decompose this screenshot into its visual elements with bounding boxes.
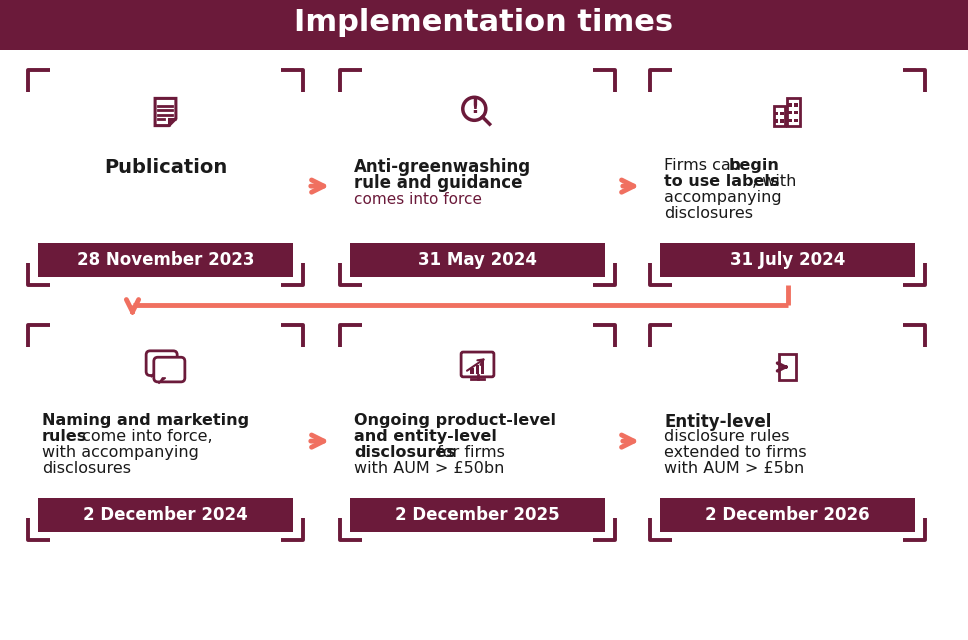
Bar: [660, 498, 915, 532]
Text: with accompanying: with accompanying: [42, 445, 198, 460]
FancyBboxPatch shape: [154, 357, 185, 382]
Text: accompanying: accompanying: [664, 190, 781, 205]
Text: rules: rules: [42, 429, 87, 444]
Bar: [780, 112, 784, 115]
Bar: [788, 111, 792, 115]
Text: begin: begin: [729, 158, 780, 173]
Text: 31 July 2024: 31 July 2024: [730, 251, 845, 269]
Bar: [660, 243, 915, 277]
Text: 28 November 2023: 28 November 2023: [76, 251, 255, 269]
Text: Anti-greenwashing: Anti-greenwashing: [354, 158, 531, 176]
Polygon shape: [151, 371, 158, 377]
Bar: [481, 362, 484, 374]
Bar: [470, 368, 473, 374]
Polygon shape: [159, 378, 166, 383]
Text: Naming and marketing: Naming and marketing: [42, 413, 249, 428]
Text: for firms: for firms: [432, 445, 505, 460]
FancyBboxPatch shape: [146, 351, 177, 376]
Text: Entity-level: Entity-level: [664, 413, 771, 431]
Bar: [38, 243, 293, 277]
Text: , with: , with: [752, 174, 797, 189]
Bar: [775, 112, 778, 115]
Bar: [38, 498, 293, 532]
Text: Firms can: Firms can: [664, 158, 746, 173]
Text: disclosure rules: disclosure rules: [664, 429, 790, 444]
Bar: [350, 243, 605, 277]
Text: disclosures: disclosures: [354, 445, 456, 460]
Text: Ongoing product-level: Ongoing product-level: [354, 413, 556, 428]
Text: come into force,: come into force,: [77, 429, 213, 444]
Text: to use labels: to use labels: [664, 174, 779, 189]
Bar: [788, 118, 792, 122]
Bar: [795, 111, 798, 115]
Bar: [787, 99, 801, 125]
Text: with AUM > £50bn: with AUM > £50bn: [354, 461, 504, 476]
Text: 2 December 2025: 2 December 2025: [395, 506, 560, 524]
Bar: [778, 354, 797, 380]
Bar: [780, 120, 784, 123]
Bar: [795, 118, 798, 122]
Text: disclosures: disclosures: [664, 206, 753, 221]
Text: 2 December 2026: 2 December 2026: [705, 506, 870, 524]
Text: 2 December 2024: 2 December 2024: [83, 506, 248, 524]
Text: rule and guidance: rule and guidance: [354, 174, 523, 192]
Text: comes into force: comes into force: [354, 192, 482, 207]
Bar: [774, 106, 785, 125]
Bar: [788, 103, 792, 107]
Bar: [0, 0, 968, 50]
Bar: [475, 365, 479, 374]
Bar: [795, 103, 798, 107]
Text: Implementation times: Implementation times: [294, 8, 674, 37]
Text: and entity-level: and entity-level: [354, 429, 497, 444]
Text: disclosures: disclosures: [42, 461, 131, 476]
Text: with AUM > £5bn: with AUM > £5bn: [664, 461, 804, 476]
Text: extended to firms: extended to firms: [664, 445, 806, 460]
Text: Publication: Publication: [104, 158, 227, 177]
Text: 31 May 2024: 31 May 2024: [418, 251, 537, 269]
Text: !: !: [469, 99, 479, 117]
Bar: [775, 120, 778, 123]
Bar: [350, 498, 605, 532]
